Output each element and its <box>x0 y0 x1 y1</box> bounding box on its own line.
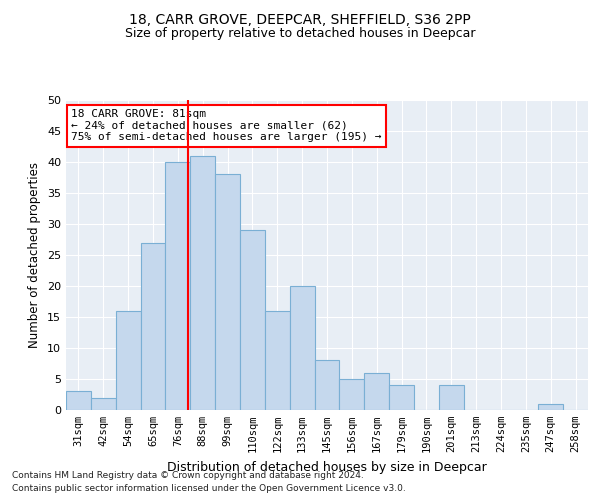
Text: Contains HM Land Registry data © Crown copyright and database right 2024.: Contains HM Land Registry data © Crown c… <box>12 470 364 480</box>
Y-axis label: Number of detached properties: Number of detached properties <box>28 162 41 348</box>
Bar <box>190 156 215 410</box>
Bar <box>166 162 190 410</box>
Bar <box>91 398 116 410</box>
Bar <box>340 379 364 410</box>
Text: Contains public sector information licensed under the Open Government Licence v3: Contains public sector information licen… <box>12 484 406 493</box>
Bar <box>66 392 91 410</box>
Bar <box>364 373 389 410</box>
Bar <box>140 242 166 410</box>
Bar <box>116 311 140 410</box>
Bar <box>314 360 340 410</box>
X-axis label: Distribution of detached houses by size in Deepcar: Distribution of detached houses by size … <box>167 460 487 473</box>
Bar <box>538 404 563 410</box>
Bar <box>290 286 314 410</box>
Bar <box>240 230 265 410</box>
Text: 18 CARR GROVE: 81sqm
← 24% of detached houses are smaller (62)
75% of semi-detac: 18 CARR GROVE: 81sqm ← 24% of detached h… <box>71 110 382 142</box>
Bar <box>439 385 464 410</box>
Bar <box>265 311 290 410</box>
Bar <box>389 385 414 410</box>
Text: 18, CARR GROVE, DEEPCAR, SHEFFIELD, S36 2PP: 18, CARR GROVE, DEEPCAR, SHEFFIELD, S36 … <box>129 12 471 26</box>
Text: Size of property relative to detached houses in Deepcar: Size of property relative to detached ho… <box>125 28 475 40</box>
Bar <box>215 174 240 410</box>
